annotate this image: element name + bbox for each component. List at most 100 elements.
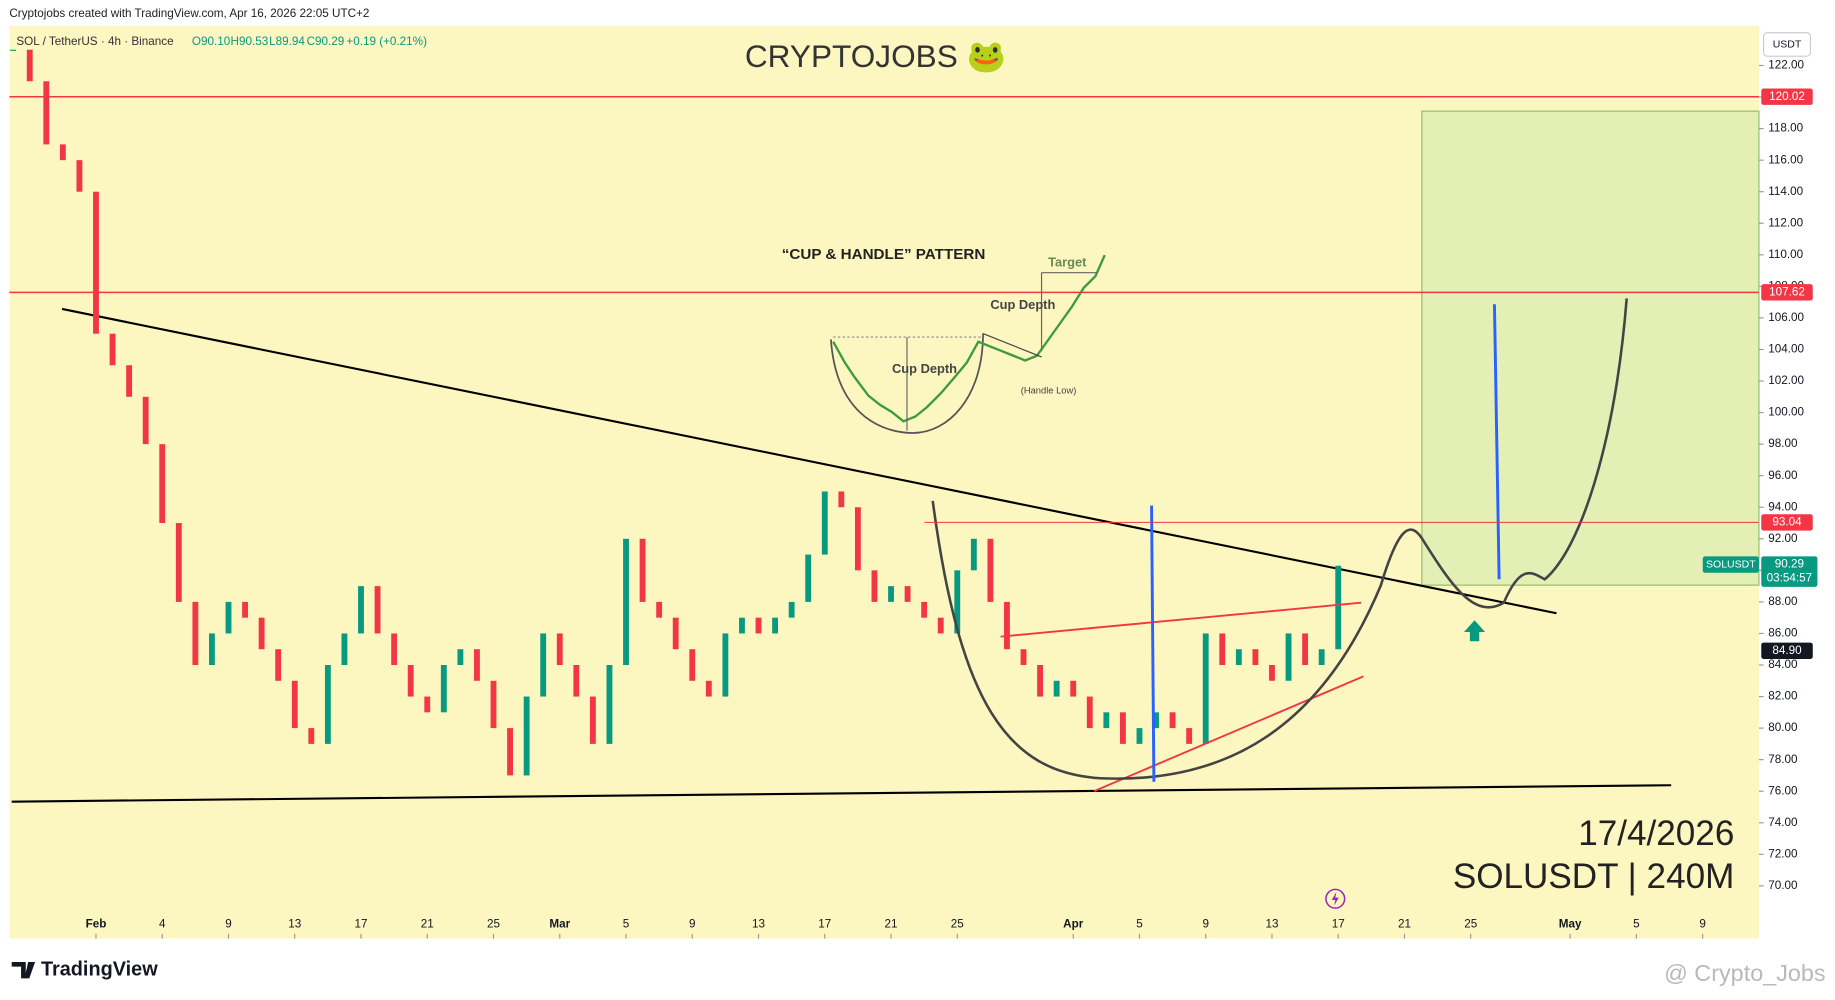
x-tick-label: 17 [354,918,367,931]
ohlc-open: O90.10 [192,35,231,48]
y-tick-label: 102.00 [1768,374,1804,387]
x-tick-label: 25 [1464,918,1478,931]
x-tick-label: 21 [421,918,434,931]
candle [1070,680,1077,697]
inset: “CUP & HANDLE” PATTERN Target Cup Depth … [782,246,1106,434]
y-tick-label: 114.00 [1768,185,1803,198]
candle [1086,696,1093,729]
inset-price [832,254,1106,423]
inset-handle [982,332,1042,358]
last-price: 90.29 [1775,558,1804,571]
candle [805,554,812,602]
candle [490,680,497,729]
candle [457,649,464,666]
x-tick-label: 17 [818,918,831,931]
candle [474,649,480,681]
candle [76,160,83,192]
price-axis [1758,25,1826,939]
y-tick-label: 104.00 [1768,343,1804,356]
candle [755,617,762,634]
alert-bolt[interactable] [1331,891,1339,906]
candle [1169,712,1176,729]
candle [391,633,398,666]
candle [175,523,182,602]
candle [821,491,828,555]
target-zone [1421,110,1760,586]
candle [1119,712,1126,744]
candle [26,49,33,82]
y-tick-label: 72.00 [1768,847,1798,860]
credit: Cryptojobs created with TradingView.com,… [9,7,369,20]
inset-depth-label: Cup Depth [892,361,957,376]
wedge-lower [1093,675,1364,792]
candle [159,444,166,524]
candle [722,633,729,697]
depth-line [1150,505,1156,782]
candle [838,491,845,508]
x-tick-label: 9 [1202,918,1209,931]
candle [788,601,795,618]
ohlc-low: L89.94 [269,35,305,48]
brand-logo [11,961,36,979]
candle [1269,665,1275,681]
x-tick-label: May [1559,918,1582,931]
inset-depth-label: Cup Depth [990,297,1055,312]
y-tick-label: 82.00 [1768,690,1798,703]
y-tick-label: 100.00 [1768,406,1804,419]
inset-target-label: Target [1048,255,1087,270]
candle [225,601,232,634]
candle [1202,633,1209,744]
candle [209,633,215,666]
wedge-upper [1000,601,1362,638]
candle [308,728,315,744]
y-tick-label: 76.00 [1768,784,1798,797]
candle [672,617,679,650]
candle [126,365,133,397]
inset-handle-label: (Handle Low) [1021,385,1077,395]
alert-icon[interactable] [1325,888,1346,909]
x-tick-label: Mar [549,918,570,931]
watermark: @ Crypto_Jobs [1664,960,1826,986]
candle [291,680,298,729]
candle [904,586,911,602]
stamp-date: 17/4/2026 [1578,814,1734,853]
candle [43,81,50,145]
currency[interactable]: USDT [1773,38,1802,50]
candle [1103,712,1110,729]
y-tick-label: 110.00 [1768,248,1803,261]
candle [59,144,66,161]
candle [1219,633,1226,666]
y-tick-label: 92.00 [1768,532,1798,545]
currency-box[interactable] [1763,32,1812,57]
projection-curve [931,298,1628,780]
candle [407,665,414,697]
candle [1235,649,1242,666]
candle [772,617,779,634]
candle [258,617,265,650]
x-tick-label: 21 [885,918,898,931]
candle [921,601,928,618]
x-tick-label: 9 [689,918,696,931]
candle [1285,633,1292,681]
y-tick-label: 112.00 [1768,216,1803,229]
candle [1053,680,1060,697]
support-line [11,784,1672,803]
y-tick-label: 80.00 [1768,721,1798,734]
x-tick-label: 13 [1265,918,1278,931]
symbol: SOL / TetherUS · 4h · Binance [16,35,173,48]
candle [689,649,696,681]
arrow-up [1464,620,1486,642]
candle [440,665,447,713]
candle [10,49,17,51]
ohlc-close: C90.29 [307,35,345,48]
target-line [1492,304,1501,580]
descending-trendline [61,307,1557,615]
candle [639,538,646,602]
candle [324,665,331,744]
y-tick-label: 78.00 [1768,753,1798,766]
candle [1186,728,1193,744]
brand: TradingView [41,958,158,980]
price-tag [1761,284,1813,301]
y-tick-label: 98.00 [1768,437,1798,450]
x-tick-label: 4 [159,918,166,931]
